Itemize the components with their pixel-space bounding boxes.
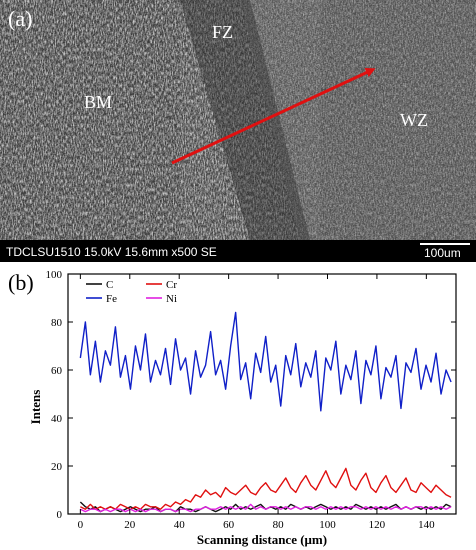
legend-label-fe: Fe (106, 293, 117, 305)
region-label-fz: FZ (212, 22, 233, 42)
y-tick-label: 20 (51, 461, 63, 473)
y-tick-label: 60 (51, 365, 63, 377)
line-scan-arrow (171, 67, 376, 165)
sem-info-bar (0, 240, 476, 262)
x-tick-label: 20 (124, 519, 136, 531)
region-label-wz: WZ (400, 110, 428, 130)
y-tick-label: 40 (51, 413, 63, 425)
x-tick-label: 120 (369, 519, 386, 531)
sem-micrograph: (a) FZ BM WZ TDCLSU1510 15.0kV 15.6mm x5… (0, 0, 476, 262)
region-label-bm: BM (84, 92, 112, 112)
y-axis-title: Intens (28, 390, 43, 425)
legend-label-ni: Ni (166, 293, 177, 305)
y-tick-label: 80 (51, 317, 63, 329)
legend-label-cr: Cr (166, 279, 177, 291)
x-tick-label: 80 (273, 519, 285, 531)
scale-bar-label: 100um (424, 246, 461, 260)
x-tick-label: 40 (174, 519, 186, 531)
series-line-fe (79, 311, 452, 412)
x-tick-label: 60 (223, 519, 235, 531)
panel-b-tag: (b) (8, 270, 34, 295)
x-tick-label: 0 (78, 519, 84, 531)
x-axis-title: Scanning distance (μm) (197, 532, 327, 547)
panel-a-tag: (a) (8, 6, 32, 31)
y-tick-label: 0 (57, 509, 63, 521)
y-tick-label: 100 (46, 269, 63, 281)
legend-label-c: C (106, 279, 113, 291)
composition-line-chart: (b) 0 20 40 60 80 100 120 140 0 20 40 60 80 100 C Cr Fe… (8, 269, 457, 547)
x-tick-label: 140 (418, 519, 435, 531)
series-line-ni (80, 503, 452, 513)
series-line-cr (80, 467, 452, 510)
sem-info-text: TDCLSU1510 15.0kV 15.6mm x500 SE (6, 245, 217, 259)
x-tick-label: 100 (319, 519, 336, 531)
plot-frame (67, 273, 457, 515)
